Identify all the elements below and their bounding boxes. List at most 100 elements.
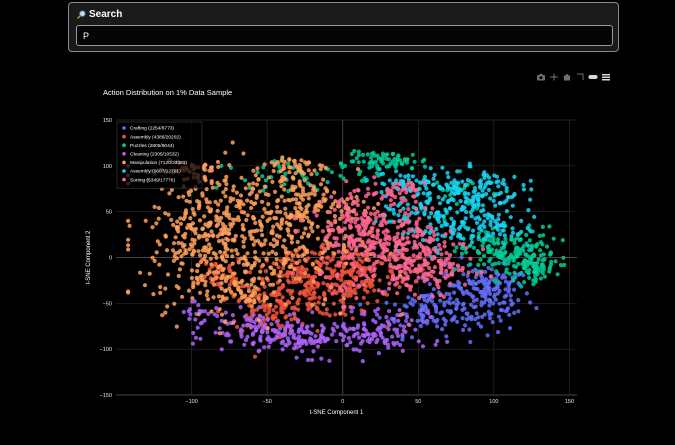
data-point	[419, 180, 424, 185]
data-point	[427, 215, 432, 220]
data-point	[492, 193, 497, 198]
data-point	[400, 199, 405, 204]
data-point	[463, 195, 468, 200]
data-point	[348, 305, 353, 310]
data-point	[479, 209, 484, 214]
data-point	[315, 281, 320, 286]
data-point	[289, 240, 294, 245]
data-point	[209, 179, 214, 184]
data-point	[486, 187, 491, 193]
home-icon[interactable]	[562, 73, 572, 81]
y-tick-label: −150	[100, 393, 112, 399]
data-point	[483, 182, 489, 187]
data-point	[274, 311, 279, 316]
data-point	[160, 313, 165, 318]
data-point	[464, 311, 469, 316]
data-point	[491, 198, 496, 203]
legend-item-label[interactable]: Crafting (2254/8773)	[130, 126, 174, 132]
data-point	[213, 261, 218, 266]
data-point	[202, 176, 207, 181]
legend-marker	[122, 134, 126, 139]
legend-item-label[interactable]: Sorting (5349/17776)	[130, 177, 175, 183]
toggle-icon[interactable]	[588, 73, 598, 81]
data-point	[507, 312, 512, 317]
data-point	[391, 340, 396, 345]
data-point	[269, 265, 274, 270]
data-point	[394, 266, 399, 271]
x-tick-label: −50	[262, 399, 271, 405]
data-point	[309, 284, 314, 290]
data-point	[339, 212, 344, 217]
data-point	[473, 304, 478, 309]
data-point	[218, 263, 223, 268]
data-point	[452, 249, 457, 254]
pan-icon[interactable]	[549, 73, 559, 81]
search-input[interactable]	[76, 25, 613, 46]
data-point	[269, 160, 274, 165]
zoom-box-icon[interactable]	[575, 73, 585, 81]
data-point	[430, 206, 435, 211]
chart-modebar	[536, 73, 611, 81]
data-point	[383, 257, 388, 262]
legend-item-label[interactable]: Manipulation (7120/33361)	[130, 160, 187, 166]
data-point	[170, 248, 176, 253]
data-point	[361, 229, 366, 234]
data-point	[287, 300, 292, 305]
data-point	[441, 294, 446, 299]
data-point	[309, 222, 314, 227]
data-point	[488, 219, 493, 224]
data-point	[271, 308, 276, 313]
data-point	[289, 258, 294, 263]
data-point	[261, 263, 266, 268]
data-point	[262, 323, 267, 328]
camera-icon[interactable]	[536, 73, 546, 81]
data-point	[277, 278, 282, 283]
legend-marker	[122, 169, 126, 173]
data-point	[268, 302, 273, 307]
data-point	[479, 300, 484, 305]
data-point	[413, 327, 418, 332]
data-point	[456, 279, 461, 284]
data-point	[464, 289, 469, 294]
data-point	[264, 312, 269, 317]
data-point	[324, 307, 329, 312]
data-point	[223, 178, 228, 183]
data-point	[215, 208, 220, 213]
data-point	[204, 293, 209, 298]
data-point	[290, 329, 295, 334]
data-point	[370, 159, 375, 164]
data-point	[394, 235, 399, 240]
data-point	[433, 342, 438, 347]
data-point	[462, 282, 468, 287]
data-point	[519, 284, 524, 289]
data-point	[332, 190, 337, 195]
legend-item-label[interactable]: Puzzles (2805/9044)	[130, 143, 174, 149]
data-point	[426, 252, 431, 257]
data-point	[504, 185, 509, 191]
data-point	[436, 219, 441, 224]
data-point	[188, 312, 193, 317]
data-point	[202, 214, 207, 219]
bars-icon[interactable]	[601, 73, 611, 81]
data-point	[406, 206, 411, 212]
data-point	[353, 332, 358, 337]
data-point	[478, 178, 483, 183]
data-point	[300, 186, 306, 191]
legend-item-label[interactable]: Assembly (4386/20202)	[130, 134, 181, 140]
data-point	[463, 216, 468, 221]
data-point	[224, 288, 229, 293]
data-point	[240, 223, 245, 228]
legend[interactable]: Crafting (2254/8773) Assembly (4386/20202…	[116, 121, 203, 189]
data-point	[356, 238, 362, 243]
data-point	[387, 309, 392, 314]
data-point	[524, 232, 529, 238]
data-point	[315, 236, 320, 241]
legend-item-label[interactable]: Assembly (9607/12701)	[130, 169, 181, 175]
data-point	[401, 230, 406, 235]
data-point	[398, 208, 403, 214]
data-point	[251, 340, 256, 345]
data-point	[295, 239, 300, 245]
data-point	[457, 233, 462, 238]
data-point	[445, 339, 450, 344]
legend-item-label[interactable]: Cleaning (2305/10532)	[130, 152, 179, 158]
